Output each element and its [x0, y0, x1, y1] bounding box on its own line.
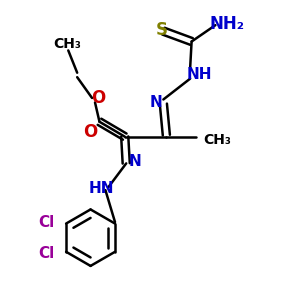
Text: S: S [156, 21, 168, 39]
Text: NH₂: NH₂ [210, 15, 245, 33]
Text: CH₃: CH₃ [53, 38, 81, 52]
Text: Cl: Cl [39, 246, 55, 261]
Text: O: O [83, 123, 98, 141]
Text: N: N [129, 154, 142, 169]
Text: CH₃: CH₃ [203, 133, 231, 147]
Text: O: O [92, 89, 106, 107]
Text: HN: HN [88, 181, 114, 196]
Text: Cl: Cl [39, 214, 55, 230]
Text: NH: NH [186, 67, 212, 82]
Text: N: N [150, 95, 162, 110]
